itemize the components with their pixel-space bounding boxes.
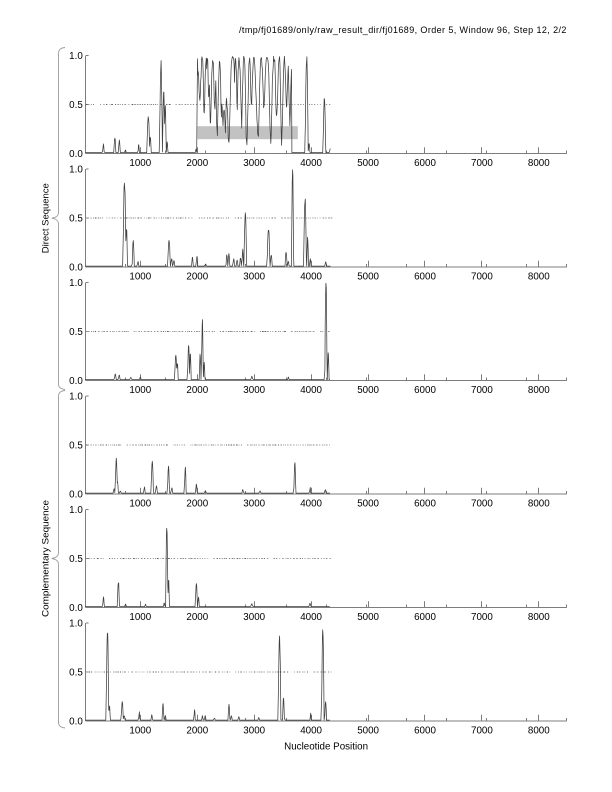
svg-text:5000: 5000 (357, 498, 379, 509)
svg-text:5000: 5000 (357, 271, 379, 282)
svg-text:5000: 5000 (357, 158, 379, 169)
svg-text:3000: 3000 (243, 725, 265, 736)
svg-text:7000: 7000 (471, 612, 493, 623)
svg-text:3000: 3000 (243, 612, 265, 623)
svg-text:1.0: 1.0 (69, 51, 83, 62)
svg-text:6000: 6000 (414, 158, 436, 169)
svg-text:1000: 1000 (129, 271, 151, 282)
svg-text:3000: 3000 (243, 271, 265, 282)
svg-text:0.5: 0.5 (69, 440, 83, 451)
svg-text:0.0: 0.0 (69, 376, 83, 387)
svg-text:8000: 8000 (528, 271, 550, 282)
svg-text:Complementary Sequence: Complementary Sequence (41, 500, 51, 617)
svg-text:/tmp/fj01689/only/raw_result_d: /tmp/fj01689/only/raw_result_dir/fj01689… (239, 25, 567, 35)
svg-text:4000: 4000 (300, 725, 322, 736)
svg-text:7000: 7000 (471, 725, 493, 736)
svg-text:1000: 1000 (129, 158, 151, 169)
svg-text:1000: 1000 (129, 385, 151, 396)
svg-text:4000: 4000 (300, 612, 322, 623)
svg-text:1000: 1000 (129, 498, 151, 509)
svg-text:7000: 7000 (471, 271, 493, 282)
svg-text:0.5: 0.5 (69, 213, 83, 224)
svg-text:1.0: 1.0 (69, 278, 83, 289)
svg-text:7000: 7000 (471, 158, 493, 169)
svg-text:2000: 2000 (186, 158, 208, 169)
svg-text:6000: 6000 (414, 385, 436, 396)
svg-text:6000: 6000 (414, 498, 436, 509)
svg-text:0.0: 0.0 (69, 716, 83, 727)
svg-text:6000: 6000 (414, 271, 436, 282)
svg-text:6000: 6000 (414, 612, 436, 623)
svg-text:8000: 8000 (528, 498, 550, 509)
svg-text:8000: 8000 (528, 385, 550, 396)
svg-text:2000: 2000 (186, 498, 208, 509)
svg-text:Nucleotide Position: Nucleotide Position (284, 742, 368, 753)
svg-text:0.5: 0.5 (69, 100, 83, 111)
svg-text:4000: 4000 (300, 158, 322, 169)
svg-text:2000: 2000 (186, 725, 208, 736)
svg-text:8000: 8000 (528, 725, 550, 736)
svg-text:0.0: 0.0 (69, 149, 83, 160)
svg-text:5000: 5000 (357, 612, 379, 623)
svg-text:1000: 1000 (129, 612, 151, 623)
svg-text:6000: 6000 (414, 725, 436, 736)
svg-text:2000: 2000 (186, 271, 208, 282)
svg-text:0.0: 0.0 (69, 603, 83, 614)
svg-text:3000: 3000 (243, 498, 265, 509)
svg-text:0.5: 0.5 (69, 667, 83, 678)
svg-text:2000: 2000 (186, 385, 208, 396)
svg-text:4000: 4000 (300, 271, 322, 282)
svg-text:3000: 3000 (243, 385, 265, 396)
svg-text:1.0: 1.0 (69, 164, 83, 175)
svg-text:7000: 7000 (471, 385, 493, 396)
svg-text:8000: 8000 (528, 612, 550, 623)
svg-text:0.5: 0.5 (69, 554, 83, 565)
svg-text:Direct Sequence: Direct Sequence (41, 183, 51, 253)
svg-text:3000: 3000 (243, 158, 265, 169)
svg-text:1.0: 1.0 (69, 505, 83, 516)
svg-text:1.0: 1.0 (69, 391, 83, 402)
svg-text:2000: 2000 (186, 612, 208, 623)
svg-text:0.0: 0.0 (69, 489, 83, 500)
svg-text:8000: 8000 (528, 158, 550, 169)
svg-text:5000: 5000 (357, 385, 379, 396)
svg-text:0.0: 0.0 (69, 262, 83, 273)
svg-text:5000: 5000 (357, 725, 379, 736)
svg-text:1.0: 1.0 (69, 618, 83, 629)
svg-text:4000: 4000 (300, 498, 322, 509)
svg-text:4000: 4000 (300, 385, 322, 396)
svg-text:0.5: 0.5 (69, 327, 83, 338)
svg-text:7000: 7000 (471, 498, 493, 509)
svg-text:1000: 1000 (129, 725, 151, 736)
